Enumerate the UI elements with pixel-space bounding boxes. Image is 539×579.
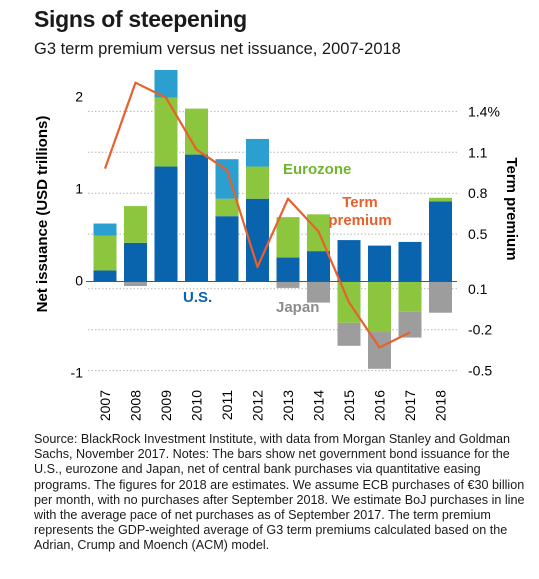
annotation-term-premium-line1: Term xyxy=(342,194,378,211)
x-tick-label: 2016 xyxy=(372,390,388,421)
chart-title: Signs of steepening xyxy=(34,6,247,32)
chart: -0.5 -0.2 0.1 0.5 0.8 1.1 1.4% -1 0 1 2 2007 2008 200… xyxy=(34,70,520,422)
bar-us-2012 xyxy=(246,198,269,282)
bar-eurozone-2010 xyxy=(185,108,208,155)
bar-us-2016 xyxy=(368,245,391,282)
annotation-eurozone: Eurozone xyxy=(283,161,351,178)
bar-us-2013 xyxy=(276,257,300,282)
x-tick-label: 2010 xyxy=(189,390,205,421)
x-tick-label: 2007 xyxy=(97,390,113,421)
right-tick-label: 1.4% xyxy=(468,103,500,119)
bar-eurozone-2011 xyxy=(215,198,239,217)
annotation-us: U.S. xyxy=(183,289,212,306)
right-tick-label: -0.2 xyxy=(468,322,492,338)
bar-japan-2008 xyxy=(124,281,147,287)
right-tick-label: 0.1 xyxy=(468,281,488,297)
bar-eurozone-2018 xyxy=(429,197,452,202)
bar-japan-2016 xyxy=(368,332,391,369)
bar-eurozone-2013 xyxy=(276,217,300,258)
bar-us-2014 xyxy=(307,251,330,282)
x-tick-label: 2008 xyxy=(128,390,144,421)
bar-eurozone-2009 xyxy=(154,97,178,167)
right-tick-label: -0.5 xyxy=(468,363,492,379)
right-tick-label: 1.1 xyxy=(468,144,488,160)
bar-us-2009 xyxy=(154,166,178,282)
x-tick-label: 2012 xyxy=(250,390,266,421)
annotation-japan: Japan xyxy=(276,299,319,316)
bar-us-2015 xyxy=(337,240,361,282)
x-tick-label: 2017 xyxy=(402,390,418,421)
bar-japan-2009 xyxy=(154,70,178,98)
y2-axis-title: Term premium xyxy=(503,157,520,260)
left-tick-label: -1 xyxy=(71,364,84,380)
term-premium-line-path xyxy=(103,81,411,349)
bars xyxy=(93,70,452,369)
bar-eurozone-2008 xyxy=(124,206,147,243)
x-tick-label: 2014 xyxy=(311,390,327,421)
bar-japan-2013 xyxy=(276,281,300,288)
source-note: Source: BlackRock Investment Institute, … xyxy=(34,432,525,553)
left-tick-label: 0 xyxy=(75,272,83,288)
bar-japan-2018 xyxy=(429,281,452,313)
axis-labels: -0.5 -0.2 0.1 0.5 0.8 1.1 1.4% -1 0 1 2 2007 2008 200… xyxy=(34,89,520,422)
bar-eurozone-2016 xyxy=(368,281,391,333)
right-tick-label: 0.5 xyxy=(468,226,488,242)
x-tick-label: 2009 xyxy=(158,390,174,421)
annotation-term-premium-line2: premium xyxy=(328,212,391,229)
right-tick-label: 0.8 xyxy=(468,185,488,201)
bar-us-2018 xyxy=(429,201,452,282)
x-tick-label: 2018 xyxy=(433,390,449,421)
bar-japan-2014 xyxy=(307,281,330,303)
bar-us-2010 xyxy=(185,154,208,282)
x-tick-label: 2013 xyxy=(280,390,296,421)
bar-japan-2007 xyxy=(93,223,117,236)
bar-eurozone-2007 xyxy=(93,235,117,271)
left-tick-label: 2 xyxy=(75,89,83,105)
bar-japan-2012 xyxy=(246,138,269,167)
bar-japan-2015 xyxy=(337,322,361,346)
x-tick-label: 2011 xyxy=(219,390,235,420)
x-tick-label: 2015 xyxy=(341,390,357,421)
bar-japan-2017 xyxy=(398,311,422,338)
bar-us-2017 xyxy=(398,241,422,282)
chart-subtitle: G3 term premium versus net issuance, 200… xyxy=(34,40,401,58)
bar-us-2008 xyxy=(124,242,147,282)
bar-eurozone-2017 xyxy=(398,281,422,312)
bar-us-2011 xyxy=(215,216,239,282)
bar-eurozone-2012 xyxy=(246,166,269,199)
y-axis-title: Net issuance (USD trillions) xyxy=(34,116,51,313)
term-premium-line xyxy=(103,81,411,349)
bar-us-2007 xyxy=(93,270,117,282)
left-tick-label: 1 xyxy=(75,181,83,197)
